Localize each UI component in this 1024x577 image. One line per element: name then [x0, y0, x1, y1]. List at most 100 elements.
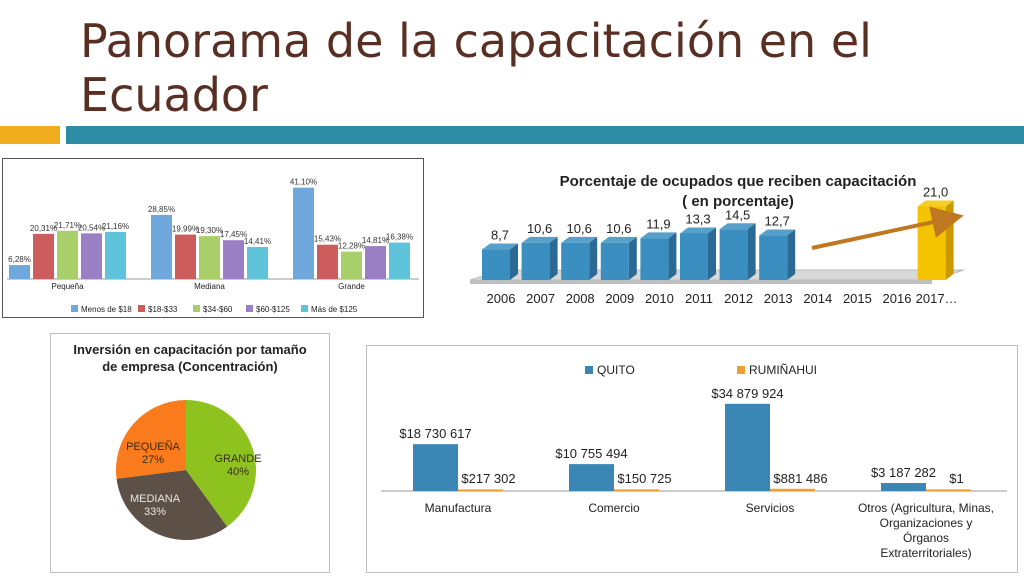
data-label: $3 187 282	[871, 465, 936, 480]
year-label: 2017…	[916, 291, 958, 306]
bar--60-125-1	[223, 240, 244, 279]
year-label: 2009	[605, 291, 634, 306]
category-label: Organizaciones y	[880, 516, 973, 530]
trend-arrow	[811, 206, 964, 250]
bar-side-face	[787, 229, 796, 280]
slice-percent: 33%	[144, 506, 166, 518]
bar-m-s-de-125-2	[389, 242, 410, 279]
bar-menos-de-18-0	[9, 265, 30, 279]
bar-year-2009	[600, 242, 629, 280]
bar--60-125-2	[365, 246, 386, 279]
data-label: 21,16%	[102, 222, 129, 231]
bar-side-face	[549, 236, 558, 280]
bar--34-60-2	[341, 251, 362, 279]
year-label: 2016	[883, 291, 912, 306]
slide-title: Panorama de la capacitación en el Ecuado…	[80, 14, 872, 122]
legend-label: $34-$60	[203, 305, 233, 314]
data-label: 16,38%	[386, 233, 413, 242]
chart-investment-by-sector: QUITO RUMIÑAHUI $18 730 617 $217 302 Manufac…	[366, 345, 1018, 573]
bar-quito-3	[881, 483, 926, 491]
year-label: 2008	[566, 291, 595, 306]
bar-top-face	[719, 223, 756, 230]
year-label: 2014	[803, 291, 832, 306]
legend-label: Menos de $18	[81, 305, 132, 314]
bar-top-face	[759, 229, 796, 236]
year-label: 2007	[526, 291, 555, 306]
data-label: 14,41%	[244, 237, 271, 246]
bar-quito-1	[569, 464, 614, 491]
data-label: $10 755 494	[555, 446, 627, 461]
legend-swatch	[585, 366, 593, 374]
legend-swatch	[737, 366, 745, 374]
legend-swatch	[193, 305, 200, 312]
chart-spending-by-size: 6,28% 20,31% 21,71% 20,54% 21,16% Pequeña 28,8…	[2, 158, 424, 318]
bar-rumiñahui-0	[458, 489, 503, 491]
bar-top-face	[521, 236, 558, 243]
legend-swatch	[71, 305, 78, 312]
data-label: 11,9	[646, 216, 670, 231]
year-label: 2010	[645, 291, 674, 306]
legend-label: RUMIÑAHUI	[749, 363, 817, 377]
bar-side-face	[747, 223, 756, 280]
legend-label: $60-$125	[256, 305, 290, 314]
data-label: 19,30%	[196, 226, 223, 235]
bar-side-face	[510, 243, 518, 280]
data-label: 14,5	[725, 207, 750, 222]
category-label: Comercio	[588, 501, 640, 515]
chart-spending-svg: 6,28% 20,31%21,71%20,54%21,16% Pequeña 28,8…	[7, 178, 419, 314]
bar--18-33-2	[317, 244, 338, 279]
bar-top-face	[917, 200, 954, 207]
data-label: $881 486	[773, 471, 827, 486]
slice-label: PEQUEÑA	[126, 440, 180, 453]
data-label: 10,6	[606, 221, 631, 236]
chart-investment-pie: Inversión en capacitación por tamaño de e…	[50, 333, 330, 573]
bar--60-125-0	[81, 233, 102, 279]
data-label: 21,71%	[54, 221, 81, 230]
category-label: Otros (Agricultura, Minas,	[858, 501, 994, 515]
chart-title-line-1: Inversión en capacitación por tamaño	[73, 342, 306, 357]
bar-side-face	[708, 227, 716, 280]
slice-percent: 27%	[142, 454, 164, 466]
data-label: 12,7	[765, 214, 790, 229]
bar-rumiñahui-2	[770, 488, 815, 491]
year-label: 2013	[764, 291, 793, 306]
data-label: 10,6	[527, 221, 552, 236]
chart-sector-svg: QUITO RUMIÑAHUI $18 730 617 $217 302 Manufac…	[381, 363, 1007, 560]
bar-quito-2	[725, 403, 770, 491]
bar-top-face	[482, 243, 518, 250]
slice-label: MEDIANA	[130, 493, 181, 505]
accent-bar-teal	[66, 126, 1024, 144]
data-label: 20,54%	[78, 223, 105, 232]
bar-m-s-de-125-1	[247, 246, 268, 279]
slice-label: GRANDE	[214, 453, 261, 465]
bar-year-2011	[680, 233, 708, 280]
bar-quito-0	[413, 444, 458, 491]
data-label: 8,7	[491, 228, 509, 243]
bar-year-2006	[482, 249, 510, 280]
chart-title-line-1: Porcentaje de ocupados que reciben capac…	[560, 173, 917, 190]
year-label: 2011	[685, 291, 713, 306]
bar-year-2008	[561, 242, 590, 280]
bar--34-60-0	[57, 230, 78, 279]
bar-side-face	[628, 236, 637, 280]
year-label: 2015	[843, 291, 872, 306]
bar-top-face	[640, 232, 677, 239]
chart-trained-svg: Porcentaje de ocupados que reciben capac…	[469, 173, 965, 306]
chart-title-line-2: de empresa (Concentración)	[102, 359, 278, 374]
data-label: $18 730 617	[399, 426, 471, 441]
bar-year-2013	[759, 235, 788, 280]
bar-menos-de-18-2	[293, 187, 314, 279]
chart-trained-percentage: Porcentaje de ocupados que reciben capac…	[452, 160, 1024, 320]
bar-year-2010	[640, 238, 669, 280]
bar--18-33-1	[175, 234, 196, 279]
data-label: 15,43%	[314, 235, 341, 244]
floor-front	[470, 280, 932, 284]
data-label: 12,28%	[338, 242, 365, 251]
legend-swatch	[301, 305, 308, 312]
bar--34-60-1	[199, 236, 220, 279]
data-label: 20,31%	[30, 224, 57, 233]
data-label: 17,45%	[220, 230, 247, 239]
category-label: Órganos	[903, 530, 949, 545]
data-label: 28,85%	[148, 205, 175, 214]
bar-year-2017	[917, 206, 946, 280]
